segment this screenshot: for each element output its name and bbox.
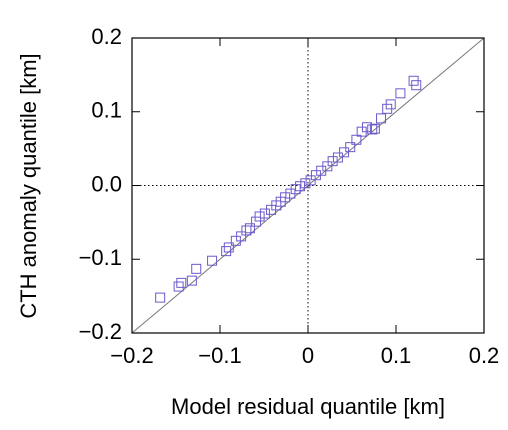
- point: [244, 223, 255, 234]
- point: [241, 225, 252, 236]
- point: [254, 211, 265, 222]
- x-tick-label: −0.1: [198, 343, 241, 368]
- point: [176, 277, 187, 288]
- point: [327, 156, 338, 167]
- point: [322, 161, 333, 172]
- x-axis-label: Model residual quantile [km]: [171, 394, 445, 419]
- point: [295, 181, 306, 192]
- x-tick-label: −0.2: [110, 343, 153, 368]
- point: [411, 80, 422, 91]
- point: [395, 88, 406, 99]
- point: [173, 281, 184, 292]
- point: [367, 124, 378, 135]
- point: [251, 216, 262, 227]
- x-tick-label: 0.1: [381, 343, 412, 368]
- point: [345, 142, 356, 153]
- point: [376, 113, 387, 124]
- y-tick-label: −0.1: [79, 245, 122, 270]
- x-tick-label: 0: [302, 343, 314, 368]
- point: [351, 134, 362, 145]
- point: [207, 255, 218, 266]
- point: [186, 275, 197, 286]
- point: [280, 192, 291, 203]
- y-tick-label: −0.2: [79, 319, 122, 344]
- point: [259, 208, 270, 219]
- identity-line: [131, 37, 485, 334]
- point: [385, 99, 396, 110]
- point: [339, 147, 350, 158]
- y-tick-label: 0.2: [91, 24, 122, 49]
- y-axis-label: CTH anomaly quantile [km]: [16, 53, 41, 318]
- point: [221, 246, 232, 257]
- y-tick-label: 0.0: [91, 171, 122, 196]
- point: [236, 231, 247, 242]
- point: [155, 292, 166, 303]
- point: [305, 175, 316, 186]
- point: [361, 122, 372, 133]
- point: [369, 123, 380, 134]
- point: [332, 152, 343, 163]
- point: [223, 242, 234, 253]
- point: [191, 263, 202, 274]
- y-tick-label: 0.1: [91, 98, 122, 123]
- point: [300, 178, 311, 189]
- x-tick-label: 0.2: [469, 343, 500, 368]
